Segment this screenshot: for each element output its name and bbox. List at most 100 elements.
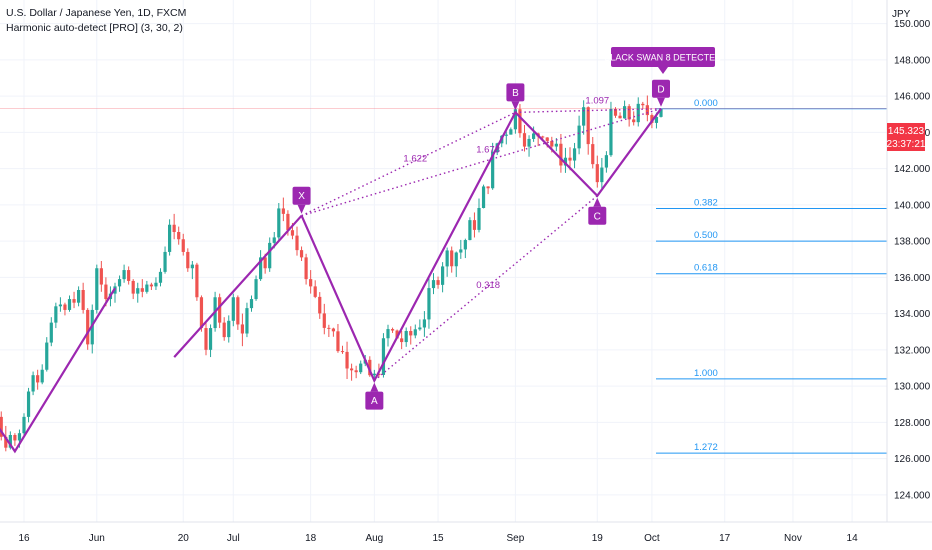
candle-body <box>99 268 103 285</box>
candle-body <box>0 416 3 437</box>
candle-body <box>145 284 149 292</box>
time-axis[interactable]: 16 Jun 20 Jul 18 Aug 15 Sep 19 Oct 17 Nov 14 <box>0 521 932 544</box>
y-tick-label: 126.000 <box>894 454 931 465</box>
candle-body <box>586 107 590 145</box>
y-tick-label: 130.000 <box>894 382 931 393</box>
candle-body <box>436 280 440 285</box>
candle-body <box>327 327 331 329</box>
candle-body <box>400 338 404 343</box>
candle-body <box>309 279 313 287</box>
y-tick-label: 150.000 <box>894 19 931 30</box>
symbol-title[interactable]: U.S. Dollar / Japanese Yen, 1D, FXCM <box>6 7 187 19</box>
candle-body <box>231 297 235 321</box>
candle-body <box>509 129 513 135</box>
pattern-ratio-label: 1.097 <box>585 95 609 106</box>
candle-body <box>354 370 358 373</box>
candle-body <box>259 257 263 280</box>
candle-body <box>299 250 304 258</box>
candle-body <box>263 257 267 269</box>
candle-body <box>286 213 290 231</box>
pattern-leg-early <box>0 287 116 454</box>
currency-label: JPY <box>892 9 911 20</box>
pattern-point-badge <box>365 391 384 410</box>
x-tick-label: 16 <box>18 533 30 544</box>
pattern-banner-pointer <box>658 67 668 74</box>
pattern-point-label: A <box>371 396 378 407</box>
candle-body <box>477 207 481 230</box>
x-tick-label: 15 <box>432 533 444 544</box>
candle-body <box>654 116 659 123</box>
pattern-point-pointer <box>511 101 520 111</box>
candle-body <box>636 103 640 123</box>
candle-body <box>272 237 276 243</box>
candle-body <box>582 107 586 126</box>
candle-body <box>518 109 522 134</box>
candle-body <box>72 299 76 303</box>
candle-body <box>472 220 477 230</box>
candle-body <box>254 279 258 300</box>
candle-body <box>545 137 549 141</box>
y-tick-label: 132.000 <box>894 345 931 356</box>
candle-body <box>158 271 163 283</box>
candle-body <box>441 266 445 285</box>
pattern-point-c: C <box>588 197 607 225</box>
candle-body <box>609 108 613 156</box>
x-tick-label: Oct <box>644 533 660 544</box>
candle-body <box>450 250 454 267</box>
candle-body <box>645 105 649 116</box>
pattern-point-label: X <box>298 191 305 202</box>
candle-body <box>190 264 194 269</box>
price-axis[interactable]: JPY 124.000 126.000 128.000 130.000 132.000 1… <box>886 0 931 522</box>
candle-body <box>204 328 208 350</box>
pattern-ratio-label: 1.622 <box>403 153 427 164</box>
candle-body <box>600 167 604 183</box>
candle-body <box>559 143 563 166</box>
candle-body <box>491 152 495 189</box>
last-price: 145.323 <box>888 126 925 137</box>
pattern-point-badge <box>588 206 607 225</box>
candle-body <box>13 435 17 441</box>
candle-body <box>127 270 131 281</box>
pattern-point-pointer <box>297 204 306 214</box>
x-tick-label: Jun <box>89 533 105 544</box>
candle-body <box>572 148 577 161</box>
pattern-banner-box <box>611 47 715 67</box>
candle-body <box>336 331 340 352</box>
fib-level-label: 1.000 <box>694 368 718 379</box>
candle-body <box>372 373 376 376</box>
candle-body <box>468 220 472 241</box>
indicator-title[interactable]: Harmonic auto-detect [PRO] (3, 30, 2) <box>6 22 183 34</box>
candle-body <box>31 375 35 392</box>
candle-body <box>218 297 222 323</box>
last-price-label: 145.323 23:37:21 <box>887 123 926 151</box>
x-tick-label: Sep <box>507 533 525 544</box>
pattern-point-badge <box>506 83 525 102</box>
pattern-banner-text: BLACK SWAN 8 DETECTED <box>604 53 722 63</box>
fib-level-label: 0.618 <box>694 263 718 274</box>
pattern-point-badge <box>652 79 670 98</box>
candle-body <box>595 164 599 183</box>
x-tick-label: 14 <box>847 533 859 544</box>
candle-body <box>186 251 190 269</box>
candle-body <box>641 103 645 106</box>
y-tick-label: 146.000 <box>894 92 931 103</box>
candle-body <box>77 290 81 303</box>
candle-body <box>304 257 308 280</box>
candle-body <box>26 391 31 417</box>
candle-body <box>117 279 122 287</box>
candle-body <box>340 351 345 353</box>
candle-body <box>331 328 335 332</box>
x-tick-label: 18 <box>305 533 317 544</box>
candle-body <box>54 306 58 323</box>
candle-body <box>445 250 449 267</box>
pattern-leg-lead <box>173 214 303 358</box>
candle-body <box>40 369 44 383</box>
candle-body <box>381 338 386 375</box>
candle-body <box>199 297 204 329</box>
candle-body <box>4 436 8 448</box>
candle-body <box>222 322 226 338</box>
pattern-ratio-line <box>515 108 662 114</box>
candle-body <box>568 157 572 161</box>
